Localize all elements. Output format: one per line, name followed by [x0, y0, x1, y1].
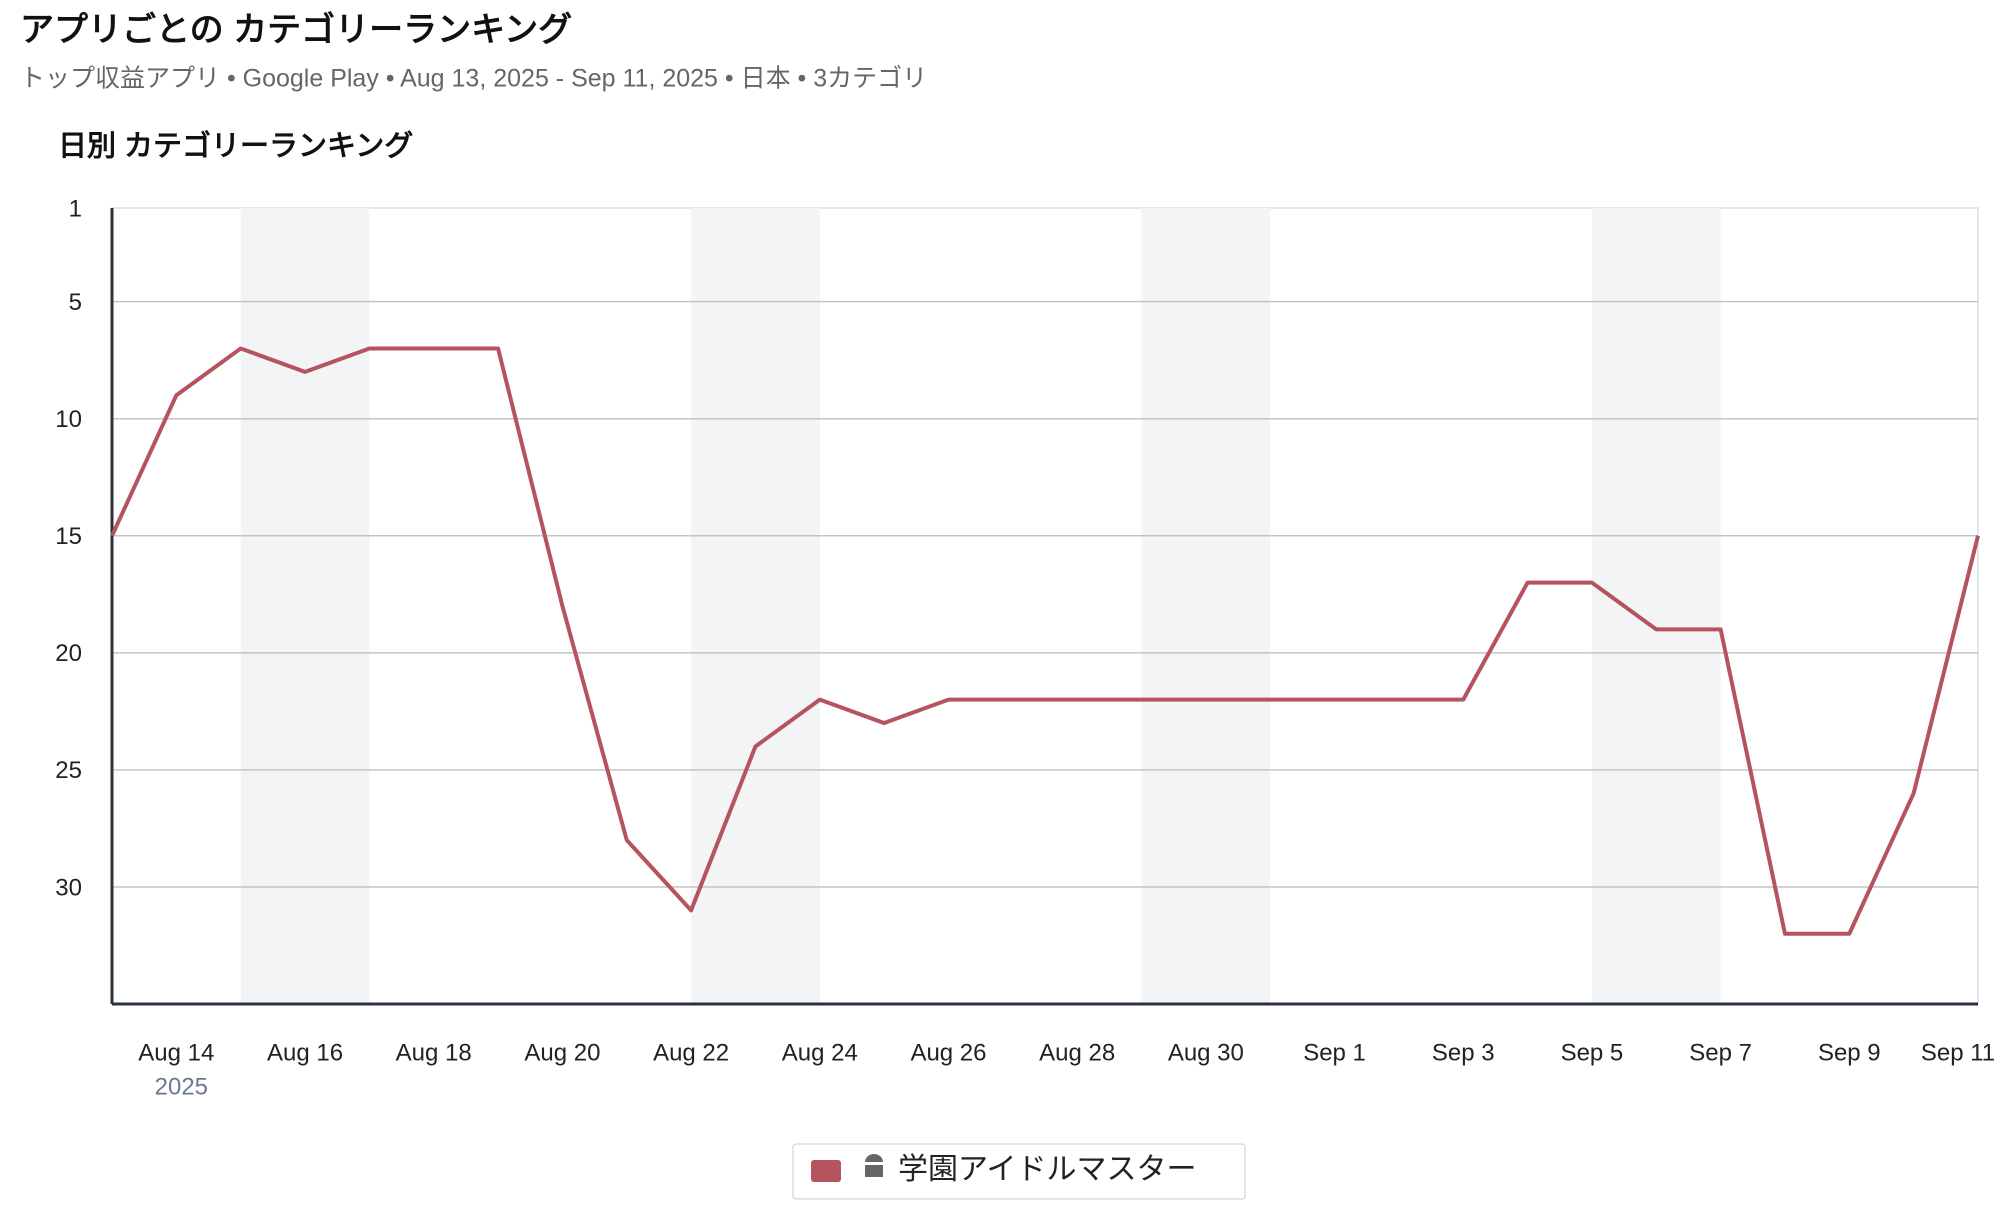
shade-band — [691, 208, 820, 1004]
shade-band — [1141, 208, 1271, 1004]
x-year-label: 2025 — [155, 1073, 208, 1100]
x-tick-label: Sep 9 — [1818, 1039, 1881, 1066]
shade-band — [240, 208, 370, 1004]
y-tick-label: 30 — [55, 874, 82, 901]
x-tick-label: Sep 11 — [1921, 1039, 1995, 1066]
legend: 学園アイドルマスター — [792, 1143, 1246, 1200]
legend-label: 学園アイドルマスター — [898, 1153, 1197, 1186]
x-tick-label: Aug 24 — [782, 1039, 858, 1066]
plot-background — [111, 207, 1979, 1005]
legend-swatch — [811, 1160, 841, 1182]
legend-box — [792, 1143, 1246, 1200]
series-line — [110, 346, 1980, 936]
y-tick-label: 15 — [55, 523, 82, 550]
x-tick-label: Aug 26 — [910, 1039, 986, 1066]
y-tick-label: 25 — [55, 757, 82, 784]
x-tick-label: Sep 7 — [1689, 1039, 1752, 1066]
y-tick-label: 20 — [55, 640, 82, 667]
x-tick-label: Sep 5 — [1561, 1039, 1624, 1066]
x-tick-label: Aug 14 — [138, 1039, 214, 1066]
x-tick-label: Sep 3 — [1432, 1039, 1495, 1066]
x-tick-label: Aug 28 — [1039, 1039, 1115, 1066]
y-tick-label: 10 — [55, 406, 82, 433]
page-subtitle: トップ収益アプリ • Google Play • Aug 13, 2025 - … — [20, 65, 927, 93]
x-tick-label: Aug 30 — [1168, 1039, 1244, 1066]
x-tick-label: Aug 20 — [524, 1039, 600, 1066]
y-tick-label: 5 — [69, 289, 82, 316]
page-title: アプリごとの カテゴリーランキング — [20, 10, 572, 49]
y-tick-label: 1 — [69, 195, 82, 222]
chart-title: 日別 カテゴリーランキング — [58, 129, 413, 163]
x-tick-label: Aug 18 — [396, 1039, 472, 1066]
android-icon — [865, 1154, 883, 1177]
x-tick-label: Aug 16 — [267, 1039, 343, 1066]
x-tick-label: Sep 1 — [1303, 1039, 1366, 1066]
shade-band — [1591, 208, 1721, 1004]
x-tick-label: Aug 22 — [653, 1039, 729, 1066]
